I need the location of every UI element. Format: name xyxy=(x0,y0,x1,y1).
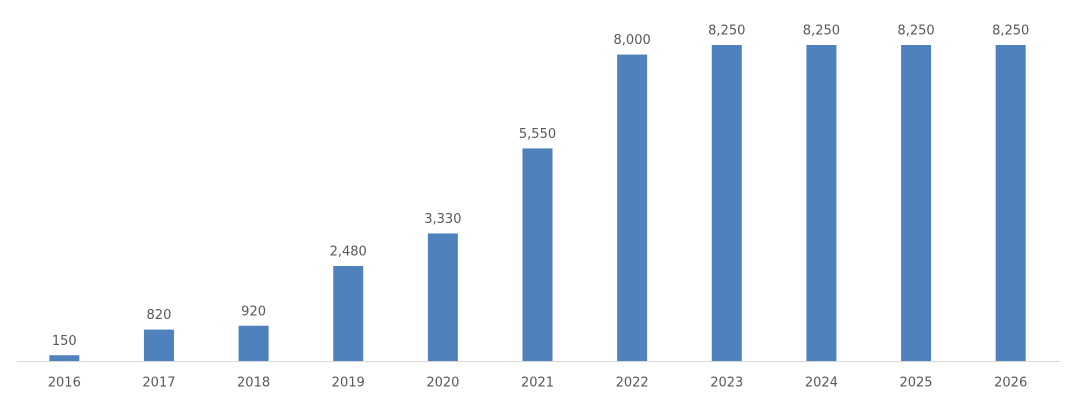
bar xyxy=(995,45,1026,361)
x-tick-label: 2024 xyxy=(805,376,838,391)
data-label: 920 xyxy=(241,304,266,319)
data-label: 150 xyxy=(52,334,77,349)
data-label: 3,330 xyxy=(424,212,461,227)
x-tick-label: 2016 xyxy=(48,376,81,391)
bar xyxy=(901,45,932,361)
data-label: 8,250 xyxy=(992,24,1029,39)
data-label: 5,550 xyxy=(519,127,556,142)
bar xyxy=(143,329,174,361)
x-tick-label: 2021 xyxy=(521,376,554,391)
data-label: 8,250 xyxy=(803,24,840,39)
bar xyxy=(617,54,648,362)
x-tick-label: 2017 xyxy=(142,376,175,391)
data-label: 2,480 xyxy=(330,245,367,260)
bar xyxy=(238,325,269,361)
x-tick-label: 2019 xyxy=(332,376,365,391)
bar xyxy=(427,233,458,361)
data-label: 8,250 xyxy=(897,24,934,39)
bar xyxy=(806,45,837,361)
x-tick-label: 2025 xyxy=(899,376,932,391)
data-label: 820 xyxy=(147,308,172,323)
x-tick-label: 2026 xyxy=(994,376,1027,391)
bar xyxy=(333,266,364,361)
bar xyxy=(522,148,553,361)
x-tick-label: 2018 xyxy=(237,376,270,391)
x-tick-label: 2020 xyxy=(426,376,459,391)
x-tick-label: 2022 xyxy=(616,376,649,391)
bar xyxy=(711,45,742,361)
data-label: 8,000 xyxy=(614,33,651,48)
bar xyxy=(49,355,80,361)
data-label: 8,250 xyxy=(708,24,745,39)
x-tick-label: 2023 xyxy=(710,376,743,391)
